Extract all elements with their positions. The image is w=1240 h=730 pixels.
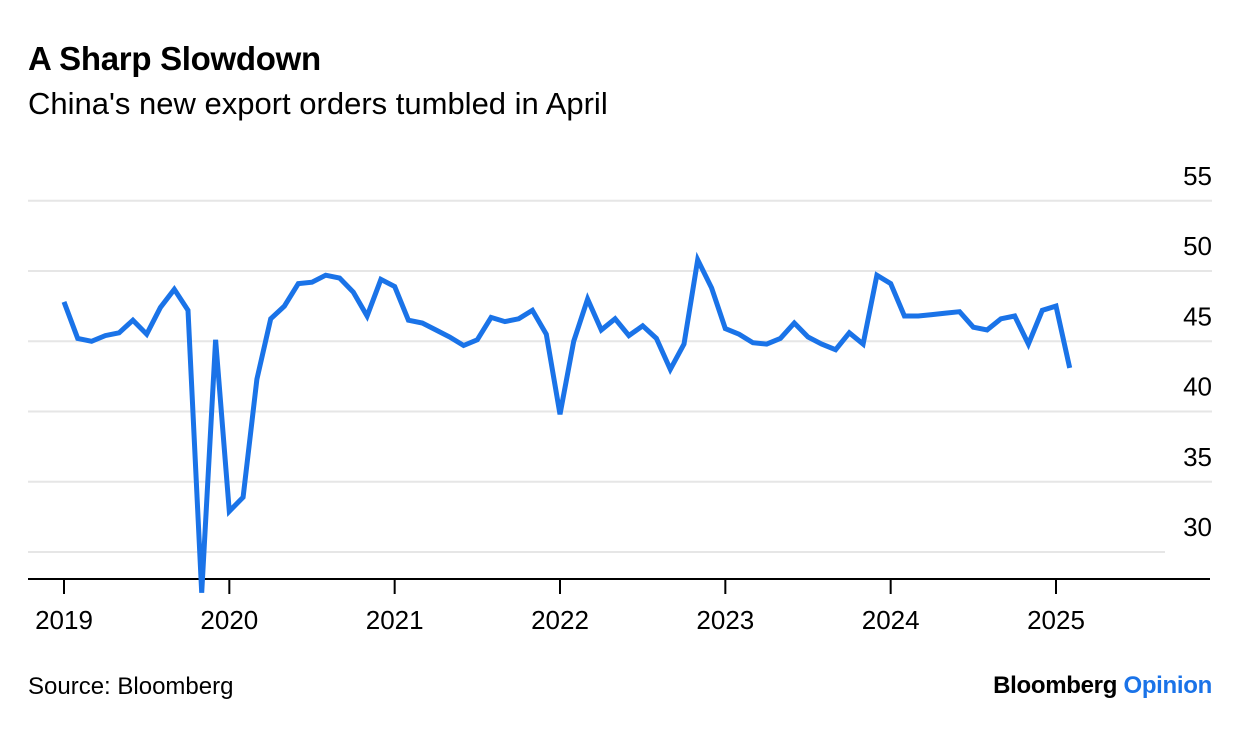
source-note: Source: Bloomberg (28, 673, 234, 700)
series-layer (61, 251, 1073, 593)
x-tick-label: 2019 (35, 605, 93, 635)
y-axis-tick-labels: 55 50 45 40 35 30 (1183, 161, 1212, 542)
chart-title: A Sharp Slowdown (28, 40, 321, 77)
x-tick-label: 2020 (200, 605, 258, 635)
x-tick-label: 2021 (366, 605, 424, 635)
brand-secondary: Opinion (1123, 672, 1212, 699)
series-line (61, 251, 1073, 593)
y-tick-label: 50 (1183, 231, 1212, 261)
y-tick-label: 35 (1183, 442, 1212, 472)
x-axis-ticks: 2019 2020 2021 2022 2023 2024 2025 (35, 579, 1085, 635)
y-tick-label: 40 (1183, 372, 1212, 402)
brand-primary: Bloomberg (993, 672, 1118, 699)
y-tick-label: 30 (1183, 512, 1212, 542)
x-tick-label: 2023 (696, 605, 754, 635)
brand-logo: Bloomberg Opinion (993, 672, 1212, 700)
y-tick-label: 45 (1183, 301, 1212, 331)
x-tick-label: 2022 (531, 605, 589, 635)
x-tick-label: 2025 (1027, 605, 1085, 635)
chart-subtitle: China's new export orders tumbled in Apr… (28, 86, 608, 121)
x-tick-label: 2024 (862, 605, 920, 635)
gridlines (28, 199, 1212, 553)
y-tick-label: 55 (1183, 161, 1212, 191)
